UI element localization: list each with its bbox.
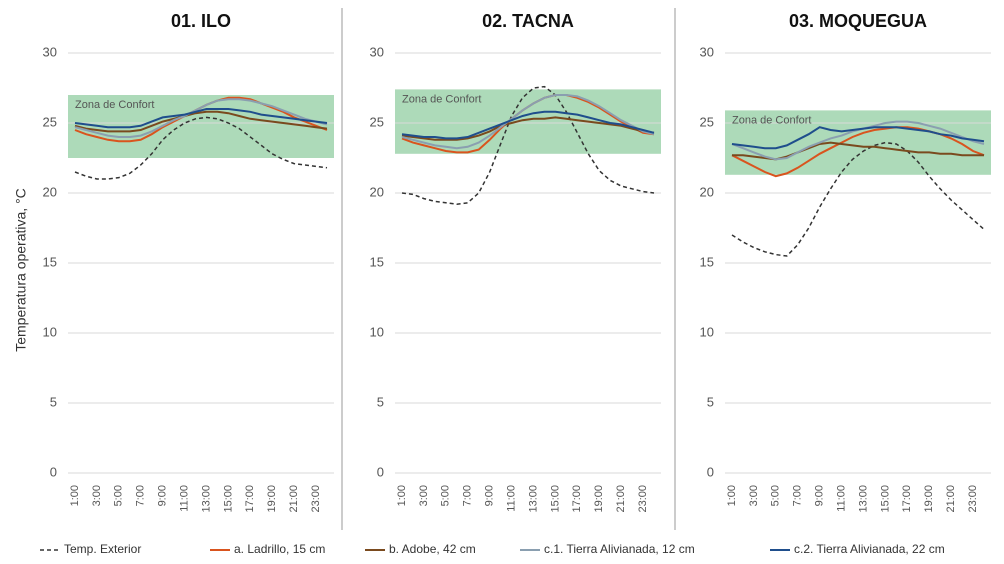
x-tick-label: 19:00 xyxy=(593,485,605,513)
y-tick-label: 5 xyxy=(707,394,714,409)
series-line xyxy=(731,141,985,257)
legend-label: b. Adobe, 42 cm xyxy=(389,542,476,556)
x-tick-label: 21:00 xyxy=(288,485,300,513)
x-tick-label: 7:00 xyxy=(792,485,804,506)
series-line xyxy=(74,108,328,129)
x-tick-label: 11:00 xyxy=(178,485,190,512)
x-tick-label: 23:00 xyxy=(967,485,979,513)
x-tick-label: 11:00 xyxy=(835,485,847,512)
x-tick-label: 19:00 xyxy=(266,485,278,513)
chart-title: 02. TACNA xyxy=(482,11,574,31)
x-tick-label: 7:00 xyxy=(462,485,474,506)
legend-label: a. Ladrillo, 15 cm xyxy=(234,542,325,556)
chart-title: 01. ILO xyxy=(171,11,231,31)
x-tick-label: 15:00 xyxy=(549,485,561,513)
x-tick-label: 1:00 xyxy=(69,485,81,506)
comfort-zone xyxy=(725,110,991,175)
x-tick-label: 15:00 xyxy=(879,485,891,513)
x-tick-label: 17:00 xyxy=(244,485,256,513)
legend-label: Temp. Exterior xyxy=(64,542,141,556)
legend-label: c.2. Tierra Alivianada, 22 cm xyxy=(794,542,945,556)
y-tick-label: 5 xyxy=(377,394,384,409)
x-tick-label: 7:00 xyxy=(135,485,147,506)
x-tick-label: 15:00 xyxy=(222,485,234,513)
x-tick-label: 9:00 xyxy=(814,485,826,506)
y-tick-label: 0 xyxy=(377,464,384,479)
x-tick-label: 11:00 xyxy=(505,485,517,512)
series-line xyxy=(401,116,655,141)
series-line xyxy=(401,110,655,140)
x-tick-label: 19:00 xyxy=(923,485,935,513)
x-tick-label: 3:00 xyxy=(418,485,430,506)
y-tick-label: 20 xyxy=(43,184,57,199)
x-tick-label: 17:00 xyxy=(901,485,913,513)
y-tick-label: 10 xyxy=(370,324,384,339)
series-line xyxy=(401,85,655,205)
comfort-zone-label: Zona de Confort xyxy=(732,114,812,126)
y-tick-label: 0 xyxy=(707,464,714,479)
x-tick-label: 21:00 xyxy=(615,485,627,513)
legend-label: c.1. Tierra Alivianada, 12 cm xyxy=(544,542,695,556)
y-tick-label: 20 xyxy=(700,184,714,199)
x-tick-label: 1:00 xyxy=(396,485,408,506)
x-tick-label: 5:00 xyxy=(770,485,782,506)
y-tick-label: 15 xyxy=(700,254,714,269)
y-tick-label: 25 xyxy=(43,114,57,129)
x-tick-label: 23:00 xyxy=(637,485,649,513)
x-tick-label: 3:00 xyxy=(91,485,103,506)
y-tick-label: 30 xyxy=(700,44,714,59)
y-tick-label: 15 xyxy=(43,254,57,269)
x-tick-label: 5:00 xyxy=(113,485,125,506)
series-line xyxy=(74,116,328,180)
y-tick-label: 10 xyxy=(700,324,714,339)
y-tick-label: 5 xyxy=(50,394,57,409)
y-tick-label: 25 xyxy=(370,114,384,129)
x-tick-label: 3:00 xyxy=(748,485,760,506)
comfort-zone-label: Zona de Confort xyxy=(75,99,155,111)
chart-title: 03. MOQUEGUA xyxy=(789,11,927,31)
series-line xyxy=(401,94,655,150)
y-tick-label: 15 xyxy=(370,254,384,269)
x-tick-label: 23:00 xyxy=(310,485,322,513)
x-tick-label: 21:00 xyxy=(945,485,957,513)
y-tick-label: 30 xyxy=(43,44,57,59)
x-tick-label: 17:00 xyxy=(571,485,583,513)
y-axis-label: Temperatura operativa, °C xyxy=(13,188,29,352)
series-line xyxy=(74,110,328,133)
x-tick-label: 1:00 xyxy=(726,485,738,506)
y-tick-label: 0 xyxy=(50,464,57,479)
series-line xyxy=(74,98,328,138)
y-tick-label: 30 xyxy=(370,44,384,59)
series-line xyxy=(731,126,985,150)
x-tick-label: 13:00 xyxy=(527,485,539,513)
x-tick-label: 13:00 xyxy=(857,485,869,513)
comfort-zone xyxy=(395,89,661,154)
y-tick-label: 25 xyxy=(700,114,714,129)
y-tick-label: 10 xyxy=(43,324,57,339)
y-tick-label: 20 xyxy=(370,184,384,199)
x-tick-label: 9:00 xyxy=(484,485,496,506)
x-tick-label: 5:00 xyxy=(440,485,452,506)
x-tick-label: 9:00 xyxy=(157,485,169,506)
comfort-zone-label: Zona de Confort xyxy=(402,93,482,105)
x-tick-label: 13:00 xyxy=(200,485,212,513)
